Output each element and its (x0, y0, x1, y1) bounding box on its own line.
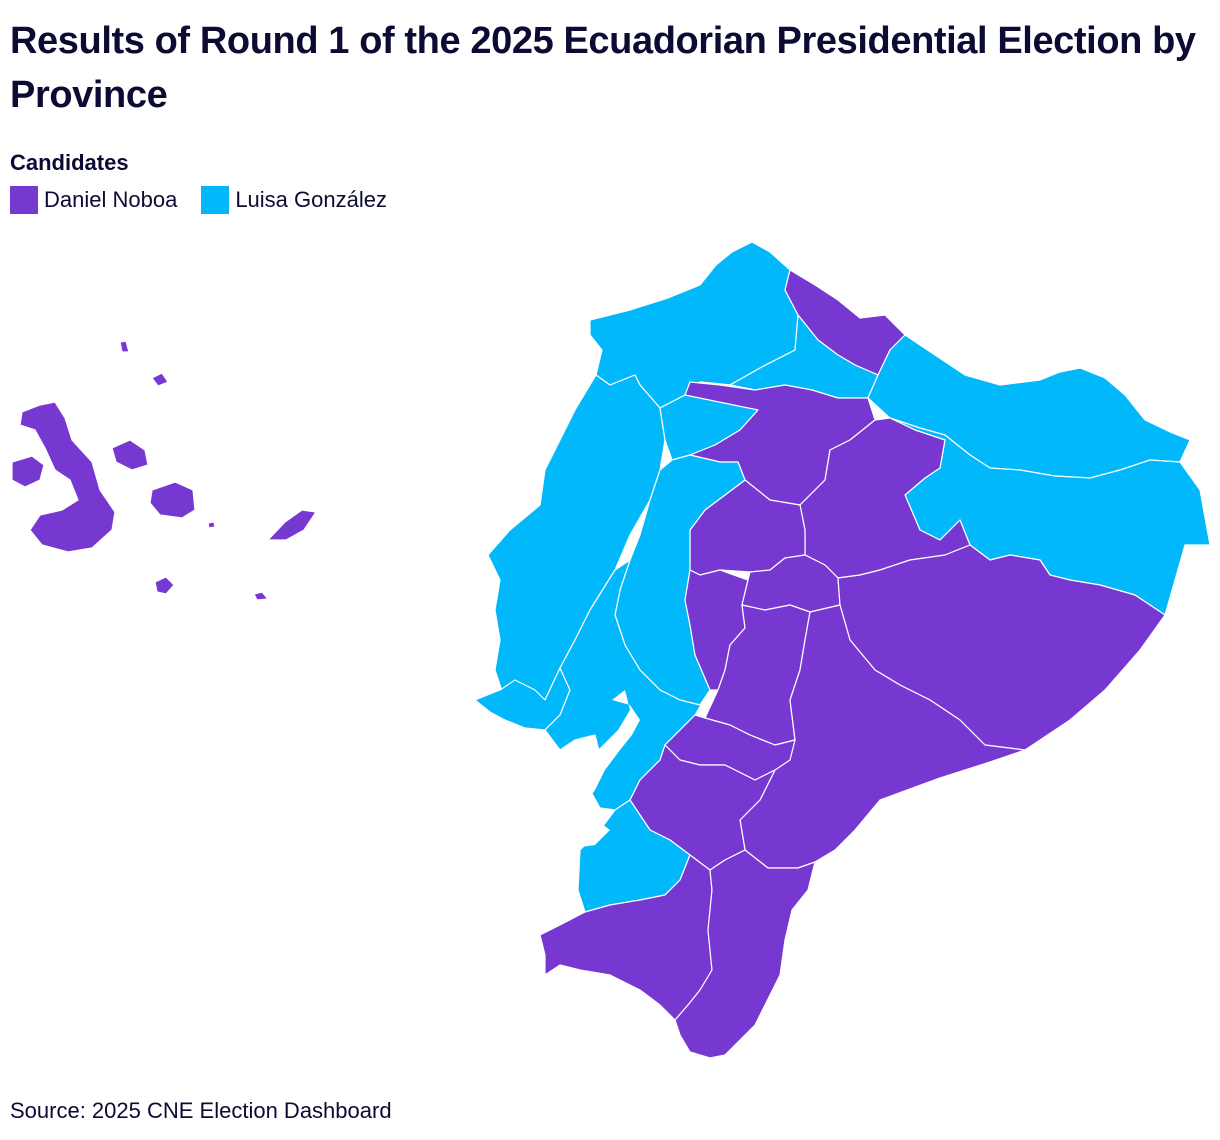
legend-item-noboa: Daniel Noboa (10, 186, 177, 214)
chart-title: Results of Round 1 of the 2025 Ecuadoria… (10, 20, 1196, 116)
source-note: Source: 2025 CNE Election Dashboard (10, 1098, 392, 1123)
legend-label-noboa: Daniel Noboa (44, 187, 178, 212)
legend-title: Candidates (10, 150, 129, 175)
puna-channel (560, 815, 610, 848)
ecuador-map: Galápagos Esmeraldas Carchi Imbabura Suc… (11, 241, 1211, 1059)
legend-item-gonzalez: Luisa González (201, 186, 387, 214)
legend-label-gonzalez: Luisa González (235, 187, 387, 212)
region-zamora-chinchipe[interactable]: Zamora Chinchipe (674, 849, 816, 1059)
legend-swatch-noboa (10, 186, 38, 214)
legend-swatch-gonzalez (201, 186, 230, 214)
legend: Candidates Daniel Noboa Luisa González (10, 150, 387, 214)
gulf-of-guayaquil (570, 690, 640, 808)
region-galapagos[interactable]: Galápagos (11, 340, 317, 601)
legend-items: Daniel Noboa Luisa González (10, 186, 387, 214)
